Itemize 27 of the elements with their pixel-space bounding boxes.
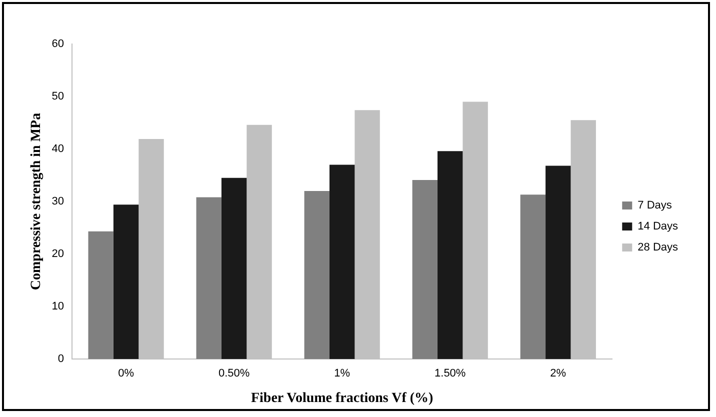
bar xyxy=(304,191,330,359)
bar xyxy=(113,204,139,359)
bar xyxy=(88,231,114,359)
legend-label: 28 Days xyxy=(638,242,678,254)
y-tick-label: 60 xyxy=(52,38,64,50)
x-axis-title: Fiber Volume fractions Vf (%) xyxy=(250,391,434,406)
x-tick-label: 1.50% xyxy=(434,368,466,380)
bar xyxy=(520,194,546,359)
x-tick-label: 2% xyxy=(550,368,566,380)
bar xyxy=(329,164,355,359)
y-tick-label: 30 xyxy=(52,196,64,208)
bar xyxy=(196,197,222,359)
y-tick-label: 20 xyxy=(52,248,64,260)
y-tick-label: 50 xyxy=(52,90,64,103)
y-axis-title: Compressive strength in MPa xyxy=(29,112,44,290)
x-tick-label: 0% xyxy=(118,368,134,380)
y-tick-label: 10 xyxy=(52,300,64,313)
bar xyxy=(221,178,247,359)
bar xyxy=(546,166,571,359)
y-tick-label: 40 xyxy=(52,143,64,156)
legend-label: 7 Days xyxy=(638,200,672,212)
bar xyxy=(438,151,463,359)
x-tick-label: 1% xyxy=(334,368,350,380)
x-tick-label: 0.50% xyxy=(218,368,250,380)
y-tick-label: 0 xyxy=(58,353,64,366)
legend-label: 14 Days xyxy=(638,220,678,233)
bar xyxy=(412,180,438,359)
